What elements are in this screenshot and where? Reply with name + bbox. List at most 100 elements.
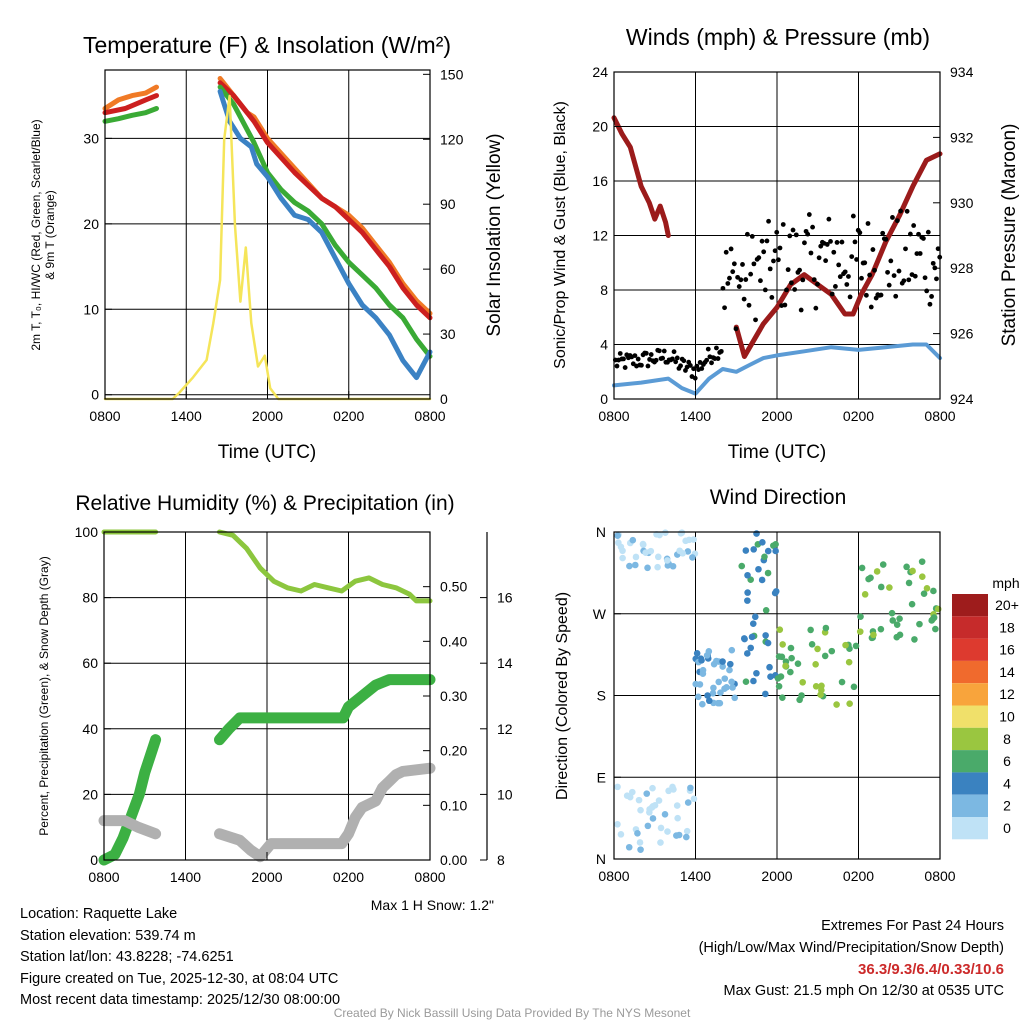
y-tick-label: 12 <box>592 228 608 244</box>
direction-point <box>694 693 702 701</box>
direction-point <box>753 530 760 537</box>
direction-point <box>779 694 786 701</box>
colorbar-swatch <box>952 727 988 751</box>
gust-point <box>927 301 933 307</box>
x-tick-label: 1400 <box>680 868 711 884</box>
gust-point <box>870 247 876 252</box>
y2-tick-label: 90 <box>440 196 456 212</box>
direction-point <box>684 799 692 806</box>
direction-point <box>689 554 696 561</box>
direction-point <box>750 677 757 685</box>
gust-point <box>906 277 912 283</box>
gust-point <box>622 365 628 370</box>
gust-point <box>808 250 814 256</box>
x-tick-label: 0200 <box>333 408 364 424</box>
y2-tick-label: 924 <box>950 391 974 407</box>
direction-point <box>877 625 885 633</box>
direction-point <box>766 663 773 671</box>
y-tick-label: 0 <box>90 852 98 868</box>
y-tick-label: E <box>597 769 606 785</box>
colorbar-swatch <box>952 705 988 728</box>
x-tick-label: 0200 <box>843 868 874 884</box>
direction-point <box>721 675 729 682</box>
series-solar-insolation <box>103 94 432 401</box>
direction-point <box>893 621 901 628</box>
x-tick-label: 2000 <box>251 869 282 885</box>
direction-point <box>920 590 928 597</box>
gust-point <box>925 229 931 235</box>
direction-point <box>726 666 733 674</box>
series-sonic-prop-wind <box>612 342 942 396</box>
gust-point <box>859 275 864 281</box>
direction-point <box>687 784 694 792</box>
extremes-subtitle: (High/Low/Max Wind/Precipitation/Snow De… <box>698 939 1004 956</box>
direction-point <box>833 701 840 708</box>
direction-point <box>852 642 860 650</box>
gust-point <box>671 349 677 355</box>
gust-point <box>661 348 667 354</box>
gust-point <box>720 285 726 291</box>
direction-point <box>782 662 789 670</box>
colorbar-label: 10 <box>999 709 1015 725</box>
direction-point <box>817 691 824 698</box>
gust-point <box>854 257 859 262</box>
gust-point <box>744 231 750 237</box>
direction-point <box>808 641 816 648</box>
x-tick-label: 0800 <box>414 408 445 424</box>
direction-point <box>676 547 683 555</box>
direction-point <box>619 547 626 555</box>
gust-point <box>727 275 732 281</box>
x-tick-label: 2000 <box>761 408 792 424</box>
rh-precip-panel: Relative Humidity (%) & Precipitation (i… <box>37 492 513 885</box>
direction-point <box>628 788 636 796</box>
y2-tick-label: 14 <box>497 655 513 671</box>
direction-point <box>662 529 669 536</box>
colorbar-swatch <box>952 772 988 795</box>
gust-point <box>656 348 662 354</box>
x-tick-label: 0200 <box>843 408 874 424</box>
gust-point <box>924 288 930 294</box>
direction-point <box>726 660 734 668</box>
direction-point <box>877 583 885 591</box>
direction-point <box>903 563 910 571</box>
recent-timestamp: Most recent data timestamp: 2025/12/30 0… <box>20 992 341 1008</box>
gust-point <box>867 272 873 278</box>
direction-point <box>693 650 701 657</box>
temp-xlabel: Time (UTC) <box>218 442 317 463</box>
colorbar-swatch <box>952 750 988 773</box>
direction-point <box>930 587 937 595</box>
gust-point <box>903 246 908 252</box>
x-tick-label: 0800 <box>88 869 119 885</box>
gust-point <box>805 231 811 237</box>
gust-point <box>774 229 780 235</box>
gust-point <box>929 294 934 299</box>
colorbar-label: 4 <box>1003 775 1011 791</box>
direction-point <box>861 591 869 598</box>
direction-point <box>705 697 713 705</box>
direction-point <box>631 561 639 569</box>
direction-point <box>657 824 665 832</box>
wdir-title: Wind Direction <box>710 486 847 509</box>
gust-point <box>904 208 910 214</box>
y2-tick-label: 0.30 <box>440 688 467 704</box>
direction-point <box>632 553 640 561</box>
gust-point <box>670 356 675 362</box>
x-tick-label: 0200 <box>333 869 364 885</box>
series-precipitation <box>214 674 436 746</box>
series-rh <box>217 529 433 604</box>
gust-point <box>834 240 840 245</box>
direction-point <box>619 554 626 562</box>
gust-point <box>886 282 892 288</box>
y-tick-label: N <box>596 851 606 867</box>
x-tick-label: 2000 <box>761 868 792 884</box>
x-tick-label: 0800 <box>414 869 445 885</box>
wdir-ylabel: Direction (Colored By Speed) <box>554 592 571 800</box>
direction-point <box>758 576 766 584</box>
speed-colorbar: mph 20+ 18 16 14 12 10 8 6 4 2 0 <box>952 575 1020 840</box>
direction-point <box>744 597 751 604</box>
direction-point <box>664 828 671 835</box>
y-tick-label: 16 <box>592 173 608 189</box>
gust-point <box>691 366 696 372</box>
y-tick-label: 20 <box>83 216 99 232</box>
